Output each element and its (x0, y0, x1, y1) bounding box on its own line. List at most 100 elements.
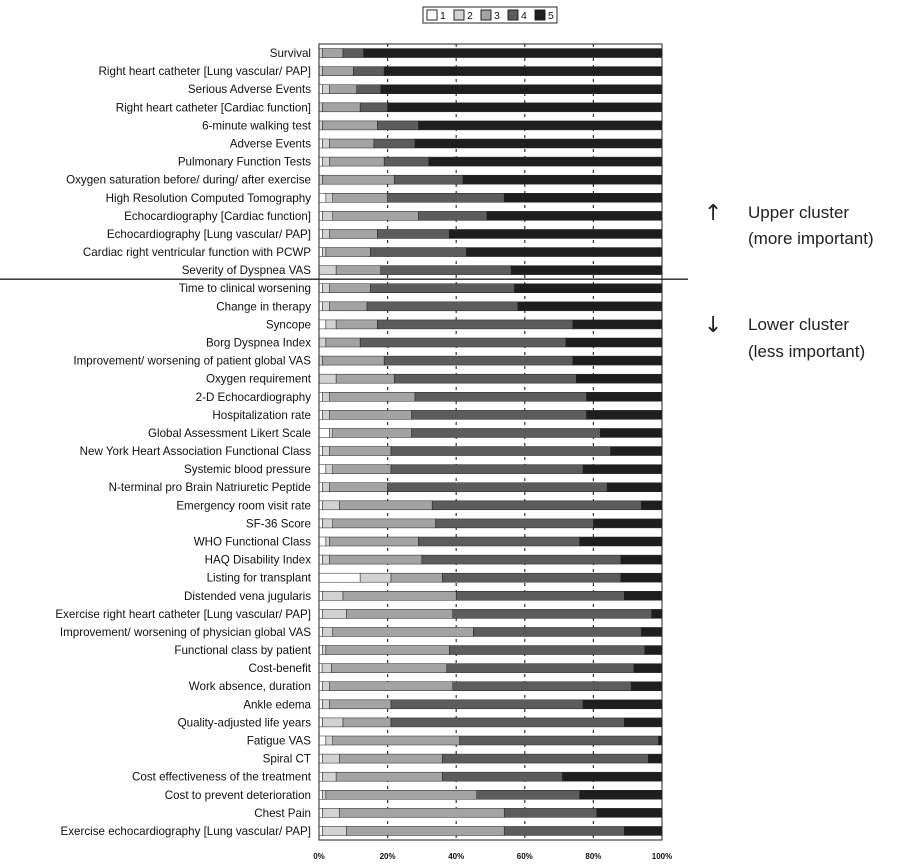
bar-segment (449, 229, 663, 239)
category-label: Severity of Dyspnea VAS (182, 264, 312, 277)
bar-segment (579, 536, 663, 547)
bar-segment (318, 283, 323, 293)
bar-segment (644, 645, 663, 655)
category-label: Echocardiography [Cardiac function] (124, 210, 311, 223)
bar-segment (318, 735, 327, 746)
bar-segment (452, 681, 632, 691)
bar-segment (322, 138, 330, 149)
bar-segment (377, 319, 574, 330)
bar-segment (318, 627, 323, 637)
bar-segment (331, 663, 448, 673)
bar-segment (318, 120, 323, 131)
bar-segment (620, 554, 663, 565)
bar-segment (383, 66, 663, 76)
bar-segment (325, 645, 450, 655)
bar-segment (322, 482, 330, 492)
bar-segment (325, 790, 478, 800)
bar-segment (446, 663, 635, 673)
category-label: Oxygen saturation before/ during/ after … (66, 174, 311, 187)
category-label: Work absence, duration (189, 680, 311, 693)
bar-segment (322, 753, 340, 764)
bar-segment (339, 500, 433, 511)
category-label: Adverse Events (230, 138, 311, 151)
bar-segment (342, 591, 457, 601)
bar-segment (579, 790, 663, 800)
bar-segment (411, 428, 601, 438)
bar-segment (359, 572, 392, 583)
bar-segment (322, 355, 385, 366)
category-label: WHO Functional Class (194, 536, 311, 549)
bar-segment (377, 120, 419, 131)
x-tick-label: 20% (380, 852, 396, 861)
bar-segment (586, 392, 663, 402)
bar-segment (329, 283, 371, 293)
bar-segment (322, 681, 330, 691)
bar-segment (610, 446, 663, 456)
bar-segment (318, 699, 323, 710)
bar-segment (387, 102, 663, 113)
bar-segment (370, 247, 467, 257)
bar-segment (318, 138, 323, 149)
bar-segment (624, 717, 663, 728)
plot-frame (318, 43, 663, 841)
bar-segment (503, 826, 625, 836)
bar-segment (329, 482, 388, 492)
category-label: Quality-adjusted life years (178, 716, 312, 729)
bar-segment (442, 771, 563, 782)
bar-segment (318, 247, 323, 257)
bar-segment (332, 428, 412, 438)
bar-segment (377, 229, 450, 239)
legend-swatch (426, 9, 438, 21)
bar-segment (373, 138, 416, 149)
bar-segment (329, 554, 423, 565)
bar-segment (473, 627, 642, 637)
bar-segment (380, 265, 512, 275)
bar-segment (322, 645, 327, 655)
bar-segment (452, 609, 652, 619)
bar-segment (318, 355, 323, 366)
bar-segment (322, 609, 347, 619)
legend-swatch (507, 9, 519, 21)
bar-segment (329, 392, 416, 402)
bar-segment (459, 735, 659, 746)
bar-segment (329, 446, 392, 456)
category-label: Improvement/ worsening of physician glob… (60, 626, 311, 639)
bar-segment (421, 554, 622, 565)
bar-segment (322, 790, 327, 800)
lower-cluster-sublabel: (less important) (748, 342, 865, 361)
bar-segment (383, 355, 574, 366)
bar-segment (380, 84, 663, 94)
bar-segment (329, 699, 392, 710)
category-label: SF-36 Score (246, 517, 311, 530)
bar-segment (322, 771, 337, 782)
category-label: New York Heart Association Functional Cl… (80, 445, 312, 458)
bar-segment (318, 645, 323, 655)
upper-cluster-sublabel: (more important) (748, 229, 874, 248)
bar-segment (325, 536, 330, 547)
bar-segment (366, 301, 519, 312)
bar-segment (329, 428, 333, 438)
category-label: Borg Dyspnea Index (206, 337, 311, 350)
bar-segment (318, 337, 327, 348)
bar-segment (318, 174, 323, 185)
bar-segment (335, 373, 395, 384)
bar-segment (335, 265, 381, 275)
bar-segment (329, 536, 419, 547)
bar-segment (641, 627, 663, 637)
bar-segment (418, 211, 488, 221)
category-label: Cost-benefit (248, 662, 311, 675)
category-label: 2-D Echocardiography (196, 391, 312, 404)
bar-segment (325, 193, 333, 203)
legend-swatch (534, 9, 546, 21)
bar-segment (370, 283, 515, 293)
bar-segment (414, 392, 587, 402)
bar-segment (476, 790, 580, 800)
bar-segment (414, 138, 663, 149)
bar-segment (318, 609, 323, 619)
bar-segment (322, 699, 330, 710)
category-label: Right heart catheter [Cardiac function] (116, 101, 311, 114)
legend: 1 2 3 4 5 (422, 6, 558, 24)
bar-segment (322, 229, 330, 239)
bar-segment (332, 464, 392, 474)
